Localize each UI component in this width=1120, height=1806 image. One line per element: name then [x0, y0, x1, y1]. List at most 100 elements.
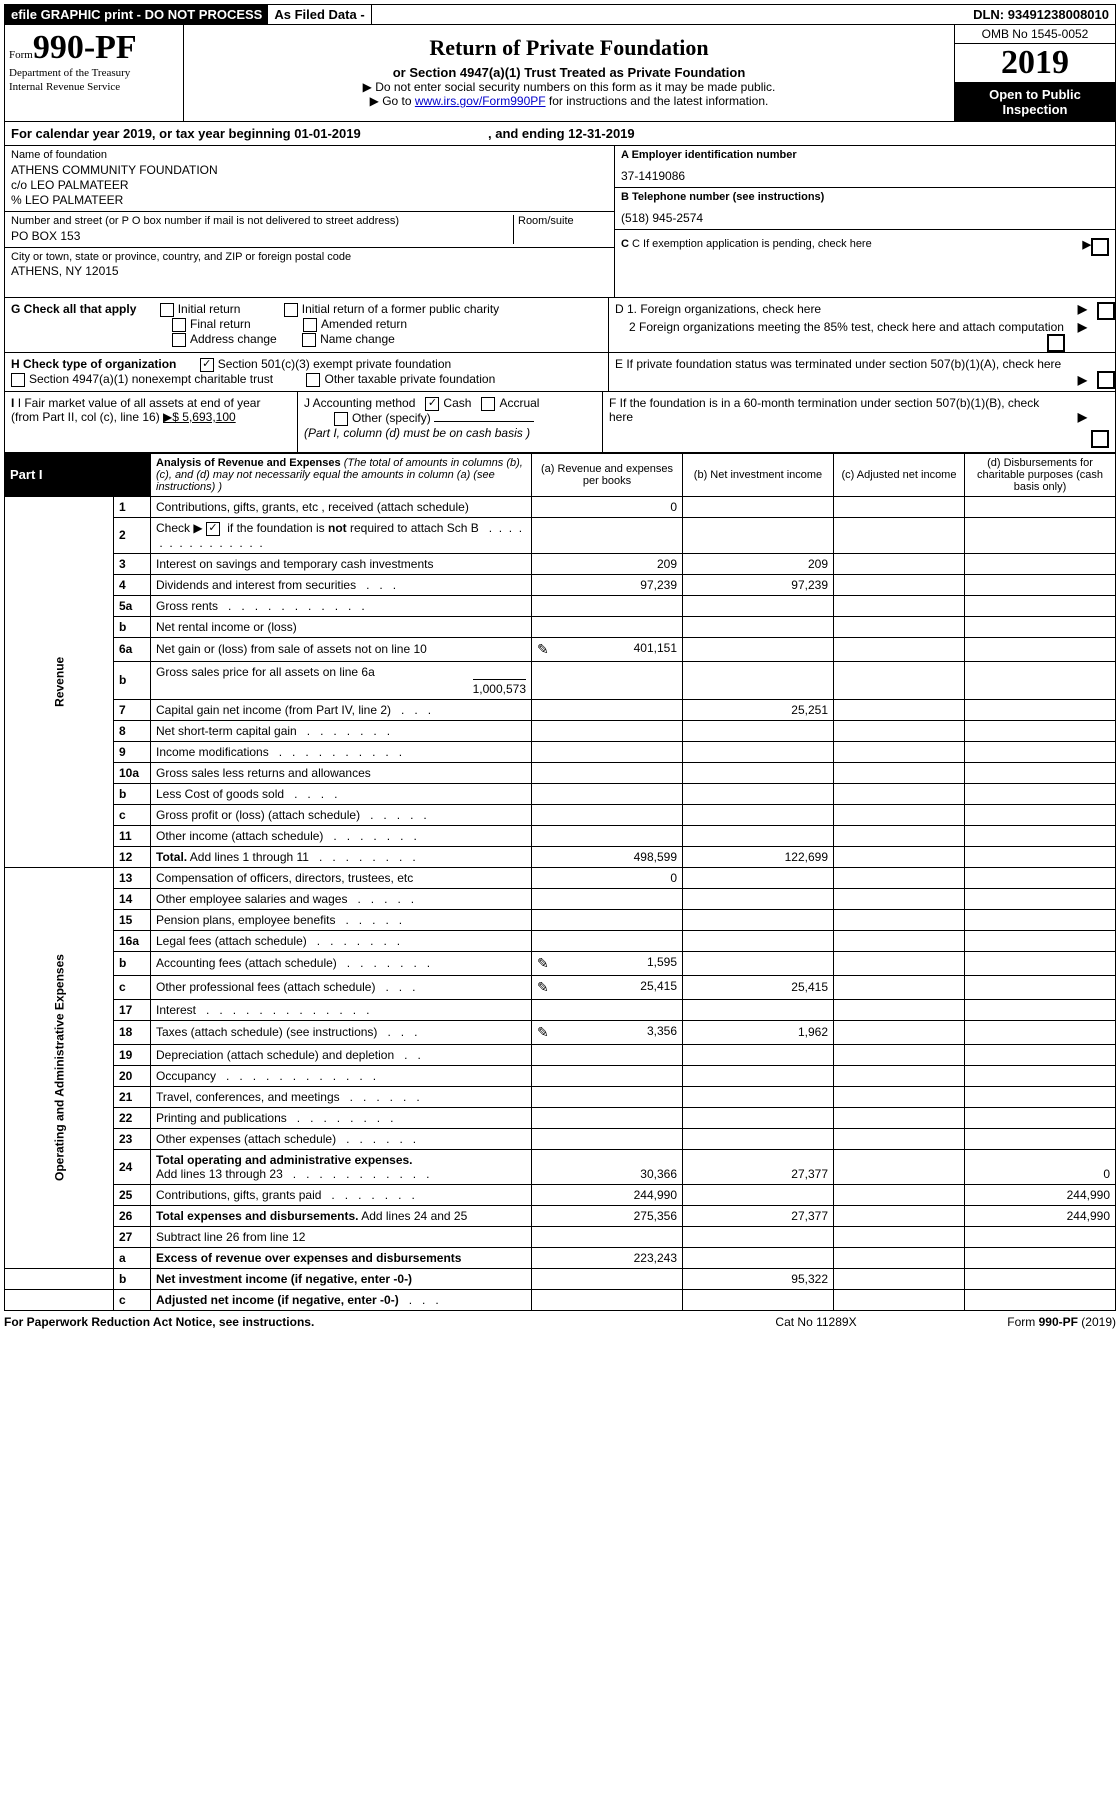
initial-former-checkbox[interactable]: [284, 303, 298, 317]
revenue-side-label: Revenue: [5, 496, 114, 867]
entity-left: Name of foundation ATHENS COMMUNITY FOUN…: [5, 146, 614, 297]
schb-checkbox[interactable]: ✓: [206, 522, 220, 536]
city-cell: City or town, state or province, country…: [5, 248, 614, 298]
calendar-row: For calendar year 2019, or tax year begi…: [4, 122, 1116, 146]
form-number: 990-PF: [33, 29, 137, 66]
entity-right: A Employer identification number 37-1419…: [614, 146, 1115, 297]
form-subtitle: or Section 4947(a)(1) Trust Treated as P…: [190, 65, 948, 80]
table-row: 15Pension plans, employee benefits . . .…: [5, 909, 1116, 930]
e-section: E If private foundation status was termi…: [608, 353, 1115, 391]
tax-year: 2019: [955, 44, 1115, 83]
j-section: J Accounting method ✓Cash Accrual Other …: [298, 392, 603, 452]
name-cell: Name of foundation ATHENS COMMUNITY FOUN…: [5, 146, 614, 212]
4947-checkbox[interactable]: [11, 373, 25, 387]
table-row: 3Interest on savings and temporary cash …: [5, 553, 1116, 574]
efile-label: efile GRAPHIC print - DO NOT PROCESS: [5, 5, 268, 24]
table-row: cGross profit or (loss) (attach schedule…: [5, 804, 1116, 825]
table-row: 16aLegal fees (attach schedule) . . . . …: [5, 930, 1116, 951]
warn1: ▶ Do not enter social security numbers o…: [190, 80, 948, 94]
f-checkbox[interactable]: [1091, 430, 1109, 448]
table-row: Operating and Administrative Expenses 13…: [5, 867, 1116, 888]
dln: DLN: 93491238008010: [967, 5, 1115, 24]
table-row: 18Taxes (attach schedule) (see instructi…: [5, 1020, 1116, 1044]
g-section: G Check all that apply Initial return In…: [11, 302, 608, 348]
table-row: 23Other expenses (attach schedule) . . .…: [5, 1128, 1116, 1149]
table-row: 11Other income (attach schedule) . . . .…: [5, 825, 1116, 846]
table-row: 22Printing and publications . . . . . . …: [5, 1107, 1116, 1128]
entity-grid: Name of foundation ATHENS COMMUNITY FOUN…: [4, 146, 1116, 298]
i-j-f-row: I I Fair market value of all assets at e…: [4, 392, 1116, 453]
header-left: Form990-PF Department of the Treasury In…: [5, 25, 184, 121]
h-section: H Check type of organization ✓Section 50…: [11, 357, 608, 387]
exemption-checkbox[interactable]: [1091, 238, 1109, 256]
amended-checkbox[interactable]: [303, 318, 317, 332]
table-row: bGross sales price for all assets on lin…: [5, 661, 1116, 699]
paperwork-notice: For Paperwork Reduction Act Notice, see …: [4, 1315, 716, 1329]
exemption-cell: C C If exemption application is pending,…: [615, 230, 1115, 255]
table-row: Revenue 1Contributions, gifts, grants, e…: [5, 496, 1116, 517]
i-section: I I Fair market value of all assets at e…: [5, 392, 298, 452]
table-row: 12Total. Add lines 1 through 11 . . . . …: [5, 846, 1116, 867]
e-checkbox[interactable]: [1097, 371, 1115, 389]
table-row: 25Contributions, gifts, grants paid . . …: [5, 1184, 1116, 1205]
header-mid: Return of Private Foundation or Section …: [184, 25, 955, 121]
table-row: 4Dividends and interest from securities …: [5, 574, 1116, 595]
table-row: cAdjusted net income (if negative, enter…: [5, 1289, 1116, 1310]
dept-label: Department of the Treasury: [9, 67, 179, 81]
d2-checkbox[interactable]: [1047, 334, 1065, 352]
irs-label: Internal Revenue Service: [9, 81, 179, 95]
initial-return-checkbox[interactable]: [160, 303, 174, 317]
table-row: 24Total operating and administrative exp…: [5, 1149, 1116, 1184]
table-row: 10aGross sales less returns and allowanc…: [5, 762, 1116, 783]
phone-cell: B Telephone number (see instructions) (5…: [615, 188, 1115, 230]
table-row: bNet rental income or (loss): [5, 616, 1116, 637]
addr-change-checkbox[interactable]: [172, 333, 186, 347]
warn2: ▶ Go to www.irs.gov/Form990PF for instru…: [190, 94, 948, 108]
header-right: OMB No 1545-0052 2019 Open to Public Ins…: [955, 25, 1115, 121]
accrual-checkbox[interactable]: [481, 397, 495, 411]
ein-cell: A Employer identification number 37-1419…: [615, 146, 1115, 188]
table-row: 8Net short-term capital gain . . . . . .…: [5, 720, 1116, 741]
table-row: 19Depreciation (attach schedule) and dep…: [5, 1044, 1116, 1065]
topbar: efile GRAPHIC print - DO NOT PROCESS As …: [4, 4, 1116, 25]
part1-title: Analysis of Revenue and Expenses (The to…: [151, 453, 532, 496]
table-row: cOther professional fees (attach schedul…: [5, 975, 1116, 999]
form-header: Form990-PF Department of the Treasury In…: [4, 25, 1116, 122]
col-b-header: (b) Net investment income: [683, 453, 834, 496]
instructions-link[interactable]: www.irs.gov/Form990PF: [415, 94, 546, 108]
h-e-row: H Check type of organization ✓Section 50…: [4, 353, 1116, 392]
form-ref: Form 990-PF (2019): [916, 1315, 1116, 1329]
col-c-header: (c) Adjusted net income: [834, 453, 965, 496]
cash-checkbox[interactable]: ✓: [425, 397, 439, 411]
table-row: 5aGross rents . . . . . . . . . . .: [5, 595, 1116, 616]
attachment-icon[interactable]: ✎: [537, 1024, 549, 1041]
table-row: 21Travel, conferences, and meetings . . …: [5, 1086, 1116, 1107]
table-row: 6aNet gain or (loss) from sale of assets…: [5, 637, 1116, 661]
form-title: Return of Private Foundation: [190, 35, 948, 61]
other-method-checkbox[interactable]: [334, 412, 348, 426]
other-tax-checkbox[interactable]: [306, 373, 320, 387]
name-change-checkbox[interactable]: [302, 333, 316, 347]
cat-no: Cat No 11289X: [716, 1315, 916, 1329]
table-row: 20Occupancy . . . . . . . . . . . .: [5, 1065, 1116, 1086]
table-row: bAccounting fees (attach schedule) . . .…: [5, 951, 1116, 975]
501c3-checkbox[interactable]: ✓: [200, 358, 214, 372]
table-row: 14Other employee salaries and wages . . …: [5, 888, 1116, 909]
attachment-icon[interactable]: ✎: [537, 955, 549, 972]
table-row: 7Capital gain net income (from Part IV, …: [5, 699, 1116, 720]
table-row: 17Interest . . . . . . . . . . . . .: [5, 999, 1116, 1020]
attachment-icon[interactable]: ✎: [537, 641, 549, 658]
addr-cell: Number and street (or P O box number if …: [5, 212, 614, 248]
part1-table: Part I Analysis of Revenue and Expenses …: [4, 453, 1116, 1311]
d1-checkbox[interactable]: [1097, 302, 1115, 320]
d-section: D 1. Foreign organizations, check here▶ …: [608, 298, 1115, 352]
final-return-checkbox[interactable]: [172, 318, 186, 332]
table-row: 26Total expenses and disbursements. Add …: [5, 1205, 1116, 1226]
asfiled-label: As Filed Data -: [268, 5, 371, 24]
table-row: 9Income modifications . . . . . . . . . …: [5, 741, 1116, 762]
table-row: bNet investment income (if negative, ent…: [5, 1268, 1116, 1289]
omb: OMB No 1545-0052: [955, 25, 1115, 44]
table-row: 27Subtract line 26 from line 12: [5, 1226, 1116, 1247]
open-public: Open to Public Inspection: [955, 83, 1115, 121]
attachment-icon[interactable]: ✎: [537, 979, 549, 996]
